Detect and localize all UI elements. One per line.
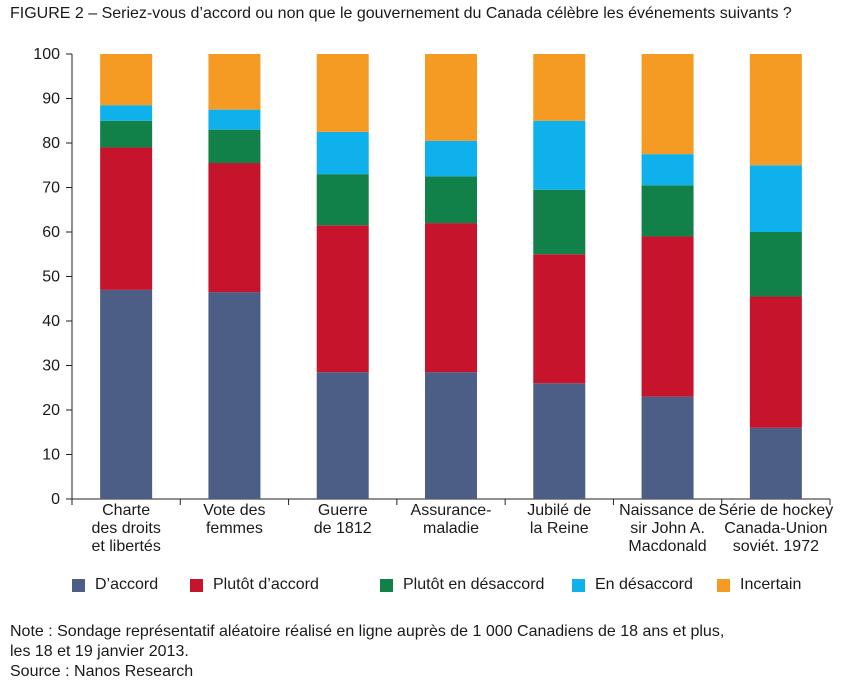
note-line: les 18 et 19 janvier 2013. <box>10 643 189 660</box>
note-block: Note : Sondage représentatif aléatoire r… <box>10 622 724 682</box>
y-tick-label: 80 <box>42 135 60 152</box>
figure-title: FIGURE 2 – Seriez-vous d’accord ou non q… <box>10 5 792 22</box>
bar-segment <box>533 383 586 499</box>
bar-segment <box>641 54 694 155</box>
bar-segment <box>316 174 369 226</box>
bar-segment <box>100 289 153 499</box>
bar-segment <box>425 176 477 224</box>
bar-segment <box>641 236 694 397</box>
bar-segment <box>533 254 586 384</box>
x-category-label: Macdonald <box>628 538 706 555</box>
legend-item: D’accord <box>72 576 158 594</box>
x-category-label: Série de hockey <box>718 502 833 519</box>
bar-segment <box>425 223 477 373</box>
x-category-label: Charte <box>102 502 150 519</box>
bar-segment <box>100 147 153 290</box>
legend-swatch <box>190 578 203 592</box>
bar-segment <box>208 109 261 130</box>
bar-segment <box>749 296 802 428</box>
bar-segment <box>316 225 369 373</box>
bar-segment <box>425 140 477 177</box>
note-line: Note : Sondage représentatif aléatoire r… <box>10 623 725 640</box>
x-category-label: des droits <box>91 520 160 537</box>
bar-segment <box>100 105 153 121</box>
legend-swatch <box>72 578 85 592</box>
legend-label: Plutôt d’accord <box>213 576 319 593</box>
bar-segment <box>316 372 369 499</box>
bar-segment <box>208 292 261 499</box>
bar-segment <box>533 120 586 190</box>
bar-segment <box>208 129 261 164</box>
legend-item: En désaccord <box>572 576 693 594</box>
chart-legend: D’accord Plutôt d’accord Plutôt en désacco… <box>72 576 832 600</box>
y-tick-label: 60 <box>42 224 60 241</box>
x-category-label: Canada-Union <box>724 520 827 537</box>
bar-segment <box>316 54 369 132</box>
legend-label: En désaccord <box>595 576 693 593</box>
legend-item: Plutôt en désaccord <box>380 576 544 594</box>
legend-swatch <box>572 578 585 592</box>
y-tick-label: 20 <box>42 402 60 419</box>
x-category-label: de 1812 <box>314 520 372 537</box>
x-category-label: et libertés <box>91 538 160 555</box>
source-line: Source : Nanos Research <box>10 663 194 680</box>
bar-segment <box>425 372 477 499</box>
bar-segment <box>641 154 694 186</box>
legend-label: Incertain <box>740 576 802 593</box>
bar-segment <box>749 427 802 499</box>
x-category-label: Naissance de <box>619 502 716 519</box>
x-category-label: maladie <box>423 520 479 537</box>
bar-segment <box>208 54 261 110</box>
legend-label: Plutôt en désaccord <box>403 576 545 593</box>
y-tick-label: 100 <box>33 46 60 63</box>
bar-segment <box>208 163 261 293</box>
y-tick-label: 30 <box>42 358 60 375</box>
bar-segment <box>641 396 694 499</box>
x-category-label: femmes <box>206 520 263 537</box>
x-category-label: Assurance- <box>411 502 492 519</box>
bar-segment <box>749 165 802 232</box>
x-category-label: la Reine <box>530 520 589 537</box>
x-category-label: Guerre <box>318 502 368 519</box>
legend-item: Plutôt d’accord <box>190 576 319 594</box>
bar-segment <box>533 189 586 255</box>
legend-swatch <box>380 578 393 592</box>
y-tick-label: 70 <box>42 180 60 197</box>
y-tick-label: 10 <box>42 447 60 464</box>
x-category-label: soviét. 1972 <box>733 538 819 555</box>
x-category-label: sir John A. <box>630 520 705 537</box>
bar-segment <box>749 54 802 166</box>
bar-segment <box>533 54 586 121</box>
bar-segment <box>749 232 802 297</box>
y-tick-label: 50 <box>42 269 60 286</box>
legend-label: D’accord <box>95 576 159 593</box>
bar-segment <box>641 185 694 237</box>
x-category-label: Vote des <box>203 502 265 519</box>
bar-segment <box>100 120 153 148</box>
x-category-label: Jubilé de <box>527 502 591 519</box>
y-tick-label: 40 <box>42 313 60 330</box>
y-tick-label: 90 <box>42 91 60 108</box>
bar-segment <box>316 131 369 175</box>
legend-item: Incertain <box>717 576 801 594</box>
legend-swatch <box>717 578 730 592</box>
bar-segment <box>100 54 153 106</box>
y-tick-label: 0 <box>51 491 60 508</box>
bar-segment <box>425 54 477 141</box>
